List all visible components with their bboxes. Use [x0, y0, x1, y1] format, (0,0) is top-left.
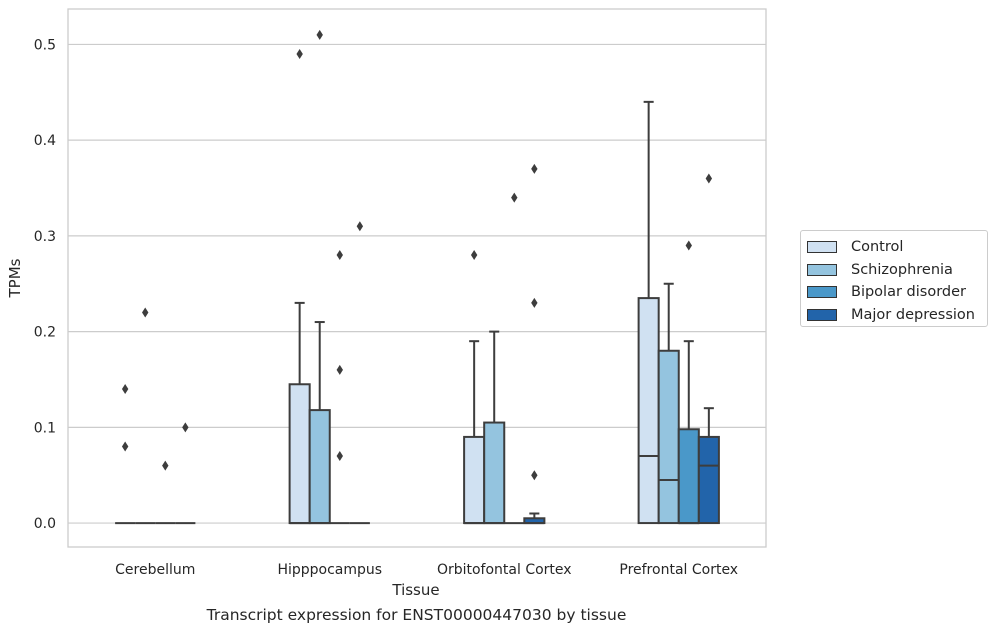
outlier-point: [531, 163, 538, 174]
outlier-point: [162, 460, 169, 471]
y-axis-label: TPMs: [6, 258, 24, 298]
box-orbitofontal-cortex-major-depression: [523, 163, 546, 525]
legend-label-major-depression: Major depression: [851, 306, 975, 323]
legend-item-control: Control: [807, 236, 987, 259]
outlier-point: [121, 441, 129, 452]
box-orbitofontal-cortex-bipolar-disorder: [504, 192, 525, 525]
box-hipppocampus-control: [288, 48, 311, 525]
outlier-point: [356, 221, 364, 232]
outlier-point: [336, 250, 343, 261]
axis-ticks: 0.0 0.1 0.2 0.3 0.4 0.5 Cerebellum Hipppocampus…: [34, 37, 738, 578]
legend-label-schizophrenia: Schizophrenia: [851, 261, 953, 278]
box-hipppocampus-major-depression: [349, 221, 370, 525]
chart-caption: Transcript expression for ENST0000044703…: [206, 606, 627, 624]
box-body: [677, 428, 700, 525]
legend-swatch-control: [807, 241, 837, 254]
outlier-point: [182, 422, 189, 433]
box-hipppocampus-bipolar-disorder: [329, 250, 350, 525]
outlier-point: [470, 250, 478, 261]
x-tick-label-hipppocampus: Hipppocampus: [277, 562, 382, 578]
box-prefrontal-cortex-schizophrenia: [657, 282, 680, 525]
box-body: [463, 435, 486, 525]
outlier-point: [316, 29, 323, 40]
y-tick-label: 0.1: [34, 420, 56, 436]
outlier-point: [121, 384, 129, 395]
legend-item-major-depression: Major depression: [807, 304, 987, 327]
outlier-point: [511, 192, 518, 203]
box-orbitofontal-cortex-control: [463, 250, 486, 525]
box-cerebellum-control: [115, 384, 136, 525]
box-cerebellum-bipolar-disorder: [155, 460, 176, 525]
outlier-point: [336, 364, 343, 375]
box-hipppocampus-schizophrenia: [308, 29, 331, 525]
legend-swatch-bipolar-disorder: [807, 286, 837, 299]
box-prefrontal-cortex-major-depression: [697, 173, 720, 525]
box-body: [308, 409, 331, 525]
legend: Control Schizophrenia Bipolar disorder M…: [800, 230, 988, 327]
box-prefrontal-cortex-bipolar-disorder: [677, 240, 700, 525]
box-prefrontal-cortex-control: [637, 100, 660, 525]
legend-swatch-schizophrenia: [807, 263, 837, 276]
y-tick-label: 0.3: [34, 229, 56, 245]
y-tick-label: 0.4: [34, 133, 56, 149]
box-body: [657, 349, 680, 525]
outlier-point: [531, 297, 538, 308]
y-tick-label: 0.2: [34, 325, 56, 341]
box-body: [697, 435, 720, 525]
y-tick-label: 0.0: [34, 516, 56, 532]
x-tick-label-orbitofontal-cortex: Orbitofontal Cortex: [437, 562, 572, 578]
legend-label-control: Control: [851, 239, 904, 256]
y-tick-label: 0.5: [34, 37, 56, 53]
legend-item-schizophrenia: Schizophrenia: [807, 259, 987, 282]
x-axis-label: Tissue: [391, 581, 439, 599]
outlier-point: [336, 451, 343, 462]
box-body: [483, 421, 506, 525]
x-tick-label-cerebellum: Cerebellum: [115, 562, 195, 578]
outlier-point: [531, 470, 538, 481]
legend-swatch-major-depression: [807, 308, 837, 321]
box-cerebellum-schizophrenia: [135, 307, 156, 525]
outlier-point: [705, 173, 713, 184]
outlier-point: [685, 240, 692, 251]
box-cerebellum-major-depression: [175, 422, 196, 525]
outlier-point: [296, 48, 303, 59]
box-plot-area: [115, 29, 720, 525]
box-orbitofontal-cortex-schizophrenia: [483, 330, 506, 525]
x-tick-label-prefrontal-cortex: Prefrontal Cortex: [619, 562, 738, 578]
box-body: [288, 383, 311, 525]
plot-frame: [67, 8, 767, 548]
outlier-point: [142, 307, 149, 318]
legend-label-bipolar-disorder: Bipolar disorder: [851, 284, 966, 301]
legend-item-bipolar-disorder: Bipolar disorder: [807, 281, 987, 304]
box-body: [637, 297, 660, 525]
